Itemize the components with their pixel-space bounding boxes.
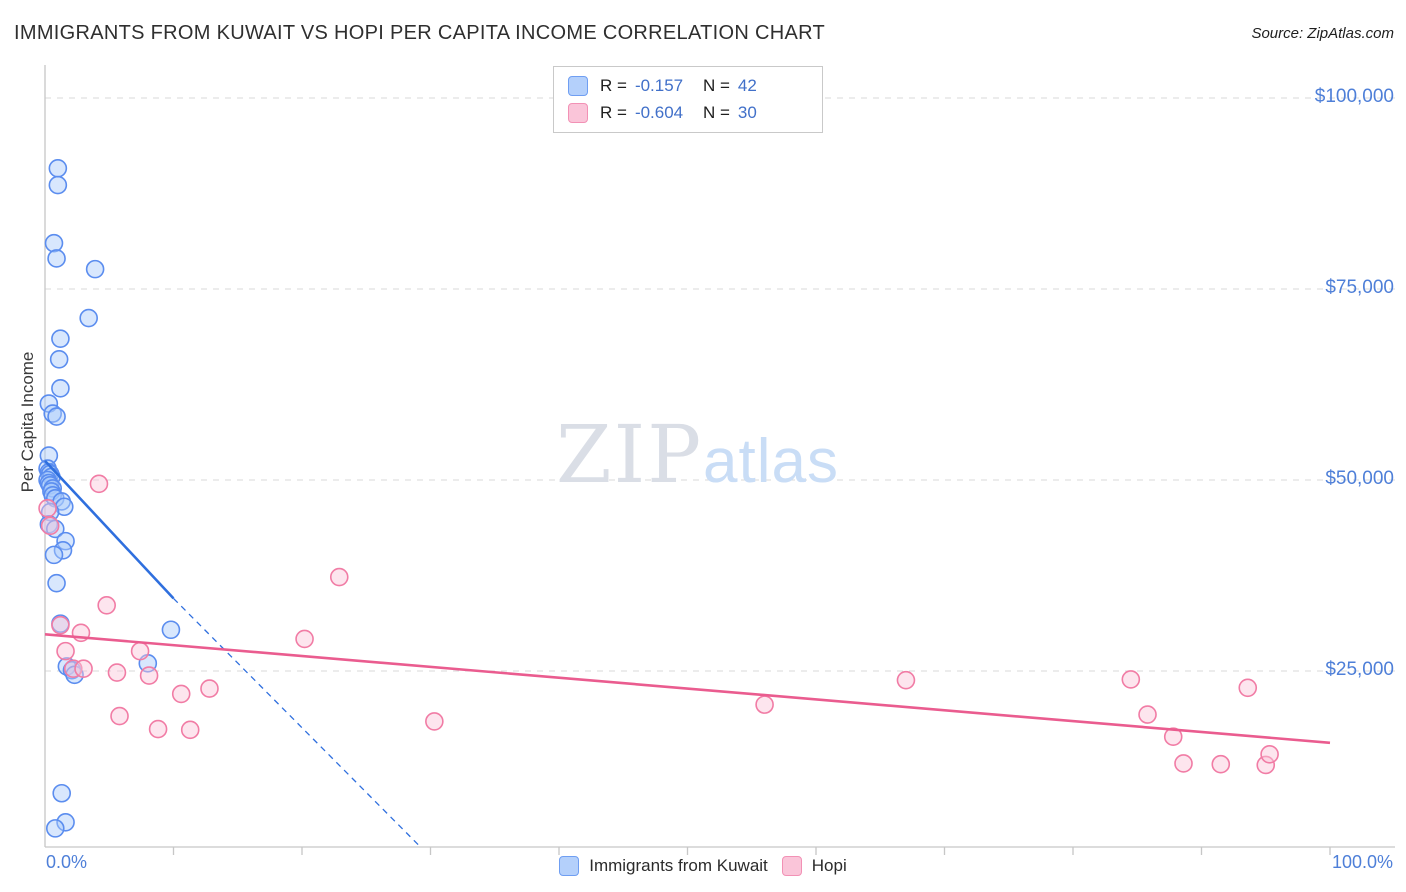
kuwait-swatch-icon (568, 76, 588, 96)
n-label: N = (702, 103, 730, 122)
scatter-point-kuwait[interactable] (53, 540, 73, 560)
hopi-swatch-icon (781, 856, 802, 876)
legend-label-hopi: Hopi (811, 856, 847, 875)
scatter-point-kuwait[interactable] (49, 349, 69, 369)
scatter-point-hopi[interactable] (896, 670, 916, 690)
scatter-point-kuwait[interactable] (51, 379, 70, 398)
page-title: IMMIGRANTS FROM KUWAIT VS HOPI PER CAPIT… (14, 22, 825, 44)
scatter-point-kuwait[interactable] (47, 249, 66, 268)
scatter-point-hopi[interactable] (74, 659, 93, 679)
n-label: N = (702, 76, 730, 95)
scatter-point-hopi[interactable] (180, 720, 200, 740)
source-attribution: Source: ZipAtlas.com (1251, 25, 1394, 42)
r-label: R = (600, 76, 627, 95)
y-tick-100000: $100,000 (1314, 86, 1394, 107)
kuwait-trend-line-solid (44, 460, 175, 600)
scatter-point-kuwait[interactable] (79, 308, 98, 328)
scatter-point-hopi[interactable] (200, 679, 219, 698)
scatter-point-hopi[interactable] (63, 659, 83, 679)
scatter-point-hopi[interactable] (1238, 678, 1258, 698)
legend-row-hopi: R = -0.604 N = 30 (568, 103, 808, 123)
scatter-point-hopi[interactable] (40, 516, 60, 536)
kuwait-trend-line-dashed (173, 597, 421, 848)
series-legend: Immigrants from Kuwait Hopi (0, 850, 1406, 882)
scatter-point-kuwait[interactable] (56, 812, 75, 832)
r-value: -0.604 (634, 103, 684, 122)
y-tick-75000: $75,000 (1325, 277, 1394, 298)
scatter-point-hopi[interactable] (1260, 744, 1279, 764)
scatter-point-kuwait[interactable] (45, 519, 65, 539)
scatter-point-hopi[interactable] (755, 695, 774, 714)
scatter-point-hopi[interactable] (1138, 705, 1157, 724)
scatter-point-hopi[interactable] (38, 498, 57, 518)
scatter-point-hopi[interactable] (130, 641, 150, 661)
scatter-point-hopi[interactable] (1163, 727, 1183, 747)
scatter-point-hopi[interactable] (1211, 754, 1231, 774)
scatter-point-hopi[interactable] (1256, 755, 1276, 775)
scatter-point-kuwait[interactable] (65, 665, 84, 685)
r-label: R = (600, 103, 627, 122)
n-value: 30 (737, 103, 757, 122)
scatter-point-kuwait[interactable] (47, 573, 66, 593)
scatter-point-kuwait[interactable] (52, 783, 72, 803)
scatter-point-hopi[interactable] (97, 595, 116, 615)
scatter-point-hopi[interactable] (139, 666, 159, 685)
scatter-point-kuwait[interactable] (48, 175, 68, 195)
scatter-point-hopi[interactable] (295, 629, 314, 649)
scatter-point-kuwait[interactable] (51, 329, 70, 348)
scatter-point-kuwait[interactable] (44, 545, 64, 565)
kuwait-swatch-icon (559, 856, 580, 876)
scatter-point-kuwait[interactable] (161, 620, 181, 640)
legend-item-hopi: Hopi (781, 856, 847, 876)
n-value: 42 (737, 76, 757, 95)
correlation-legend-box: R = -0.157 N = 42 R = -0.604 N = 30 (553, 66, 823, 133)
scatter-point-hopi[interactable] (148, 719, 168, 739)
scatter-point-kuwait[interactable] (47, 407, 66, 426)
legend-label-kuwait: Immigrants from Kuwait (589, 856, 768, 875)
scatter-point-hopi[interactable] (110, 706, 129, 726)
scatter-point-kuwait[interactable] (44, 233, 64, 253)
legend-row-kuwait: R = -0.157 N = 42 (568, 76, 808, 96)
x-tick-min: 0.0% (46, 852, 88, 872)
scatter-point-kuwait[interactable] (48, 158, 68, 178)
y-tick-50000: $50,000 (1325, 468, 1394, 489)
hopi-swatch-icon (568, 103, 588, 123)
scatter-point-hopi[interactable] (171, 684, 191, 704)
x-tick-max: 100.0% (1331, 852, 1393, 872)
scatter-point-hopi[interactable] (1121, 670, 1141, 689)
scatter-point-hopi[interactable] (107, 663, 127, 682)
scatter-point-hopi[interactable] (56, 641, 75, 661)
scatter-point-kuwait[interactable] (85, 259, 105, 279)
scatter-point-hopi[interactable] (425, 712, 444, 731)
y-tick-25000: $25,000 (1325, 659, 1394, 680)
r-value: -0.157 (634, 76, 684, 95)
scatter-point-hopi[interactable] (1174, 754, 1193, 773)
legend-item-kuwait: Immigrants from Kuwait (559, 856, 768, 876)
scatter-point-hopi[interactable] (89, 474, 109, 494)
scatter-point-hopi[interactable] (51, 615, 70, 635)
scatter-point-hopi[interactable] (329, 567, 349, 587)
hopi-trend-line-solid (44, 633, 1331, 745)
scatter-point-kuwait[interactable] (45, 819, 65, 838)
